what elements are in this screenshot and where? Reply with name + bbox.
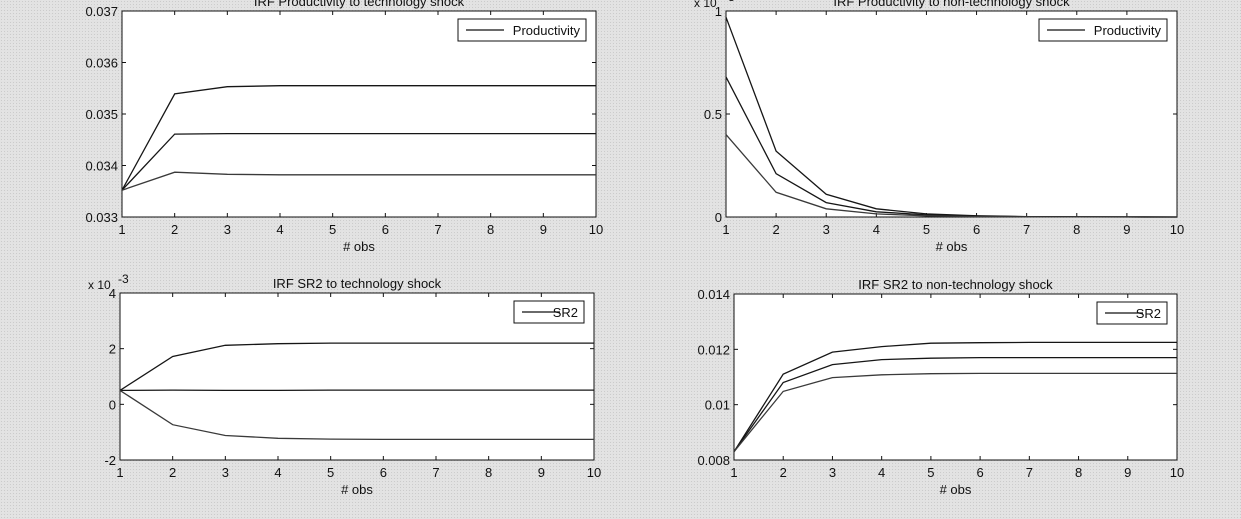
chart-title: IRF SR2 to non-technology shock bbox=[858, 277, 1053, 292]
series-line bbox=[121, 132, 596, 191]
chart-title: IRF Productivity to technology shock bbox=[254, 0, 465, 9]
x-tick-label: 8 bbox=[1075, 465, 1082, 480]
legend: Productivity bbox=[1038, 18, 1168, 42]
legend-label: Productivity bbox=[1094, 23, 1162, 38]
x-tick-label: 1 bbox=[116, 465, 123, 480]
x-tick-label: 7 bbox=[1026, 465, 1033, 480]
chart-panel: IRF Productivity to technology shock 1 2 3 4… bbox=[85, 0, 603, 254]
chart-panel: IRF Productivity to non-technology shock… bbox=[694, 0, 1184, 254]
series-line bbox=[119, 342, 594, 391]
y-tick-label: 0.034 bbox=[85, 159, 118, 174]
y-tick-label: 0.01 bbox=[705, 398, 730, 413]
y-tick-label: 0.036 bbox=[85, 56, 118, 71]
x-tick-label: 8 bbox=[487, 222, 494, 237]
x-tick-label: 2 bbox=[780, 465, 787, 480]
y-tick-label: 1 bbox=[715, 4, 722, 19]
x-tick-label: 10 bbox=[587, 465, 601, 480]
x-tick-label: 5 bbox=[327, 465, 334, 480]
x-tick-label: 5 bbox=[927, 465, 934, 480]
x-tick-label: 6 bbox=[973, 222, 980, 237]
y-exponent-power: -3 bbox=[724, 0, 735, 4]
legend: SR2 bbox=[1096, 301, 1168, 325]
x-tick-label: 3 bbox=[823, 222, 830, 237]
chart-panel: IRF SR2 to technology shock 1 2 3 4 5 6 7 8 9 10 -2… bbox=[88, 272, 601, 497]
series-line bbox=[119, 389, 594, 441]
x-tick-label: 10 bbox=[1170, 465, 1184, 480]
x-tick-label: 5 bbox=[923, 222, 930, 237]
y-tick-label: 4 bbox=[109, 286, 116, 301]
x-tick-label: 7 bbox=[434, 222, 441, 237]
x-tick-label: 2 bbox=[171, 222, 178, 237]
x-tick-label: 4 bbox=[276, 222, 283, 237]
y-tick-label: 0.037 bbox=[85, 4, 118, 19]
x-tick-label: 9 bbox=[1123, 222, 1130, 237]
x-tick-label: 9 bbox=[538, 465, 545, 480]
x-axis-label: # obs bbox=[936, 239, 968, 254]
x-axis-label: # obs bbox=[940, 482, 972, 497]
legend-label: SR2 bbox=[553, 305, 578, 320]
plot-area bbox=[725, 10, 1178, 218]
x-tick-label: 1 bbox=[722, 222, 729, 237]
series-line bbox=[733, 341, 1177, 453]
x-tick-label: 7 bbox=[432, 465, 439, 480]
x-tick-label: 4 bbox=[274, 465, 281, 480]
plot-area bbox=[121, 10, 597, 218]
x-tick-label: 6 bbox=[380, 465, 387, 480]
legend-label: Productivity bbox=[513, 23, 581, 38]
y-tick-label: -2 bbox=[104, 453, 116, 468]
x-tick-label: 5 bbox=[329, 222, 336, 237]
y-tick-label: 0 bbox=[109, 397, 116, 412]
x-tick-label: 3 bbox=[829, 465, 836, 480]
legend-box bbox=[457, 18, 587, 42]
legend-label: SR2 bbox=[1136, 306, 1161, 321]
series-line bbox=[725, 134, 1177, 218]
x-axis-label: # obs bbox=[341, 482, 373, 497]
series-line bbox=[121, 171, 596, 191]
y-tick-label: 2 bbox=[109, 342, 116, 357]
y-tick-label: 0.033 bbox=[85, 210, 118, 225]
x-tick-label: 4 bbox=[873, 222, 880, 237]
x-tick-label: 4 bbox=[878, 465, 885, 480]
series-line bbox=[121, 85, 596, 191]
y-exponent-label: x 10 bbox=[88, 278, 111, 292]
legend-box bbox=[1038, 18, 1168, 42]
y-tick-label: 0.012 bbox=[697, 342, 730, 357]
x-tick-label: 8 bbox=[485, 465, 492, 480]
legend: SR2 bbox=[513, 300, 585, 324]
y-tick-label: 0.014 bbox=[697, 287, 730, 302]
x-tick-label: 10 bbox=[1170, 222, 1184, 237]
y-tick-label: 0.035 bbox=[85, 107, 118, 122]
chart-title: IRF Productivity to non-technology shock bbox=[833, 0, 1070, 9]
x-tick-label: 10 bbox=[589, 222, 603, 237]
x-tick-label: 3 bbox=[222, 465, 229, 480]
x-tick-label: 1 bbox=[118, 222, 125, 237]
legend: Productivity bbox=[457, 18, 587, 42]
x-tick-label: 2 bbox=[169, 465, 176, 480]
chart-title: IRF SR2 to technology shock bbox=[273, 276, 442, 291]
chart-panel: IRF SR2 to non-technology shock 1 2 3 4 5 6 7 8 9… bbox=[697, 277, 1184, 497]
y-exponent-label: x 10 bbox=[694, 0, 717, 10]
y-tick-label: 0 bbox=[715, 210, 722, 225]
x-axis-label: # obs bbox=[343, 239, 375, 254]
x-tick-label: 7 bbox=[1023, 222, 1030, 237]
x-tick-label: 6 bbox=[976, 465, 983, 480]
series-line bbox=[733, 372, 1177, 453]
y-exponent-power: -3 bbox=[118, 272, 129, 286]
x-tick-label: 1 bbox=[730, 465, 737, 480]
y-tick-label: 0.008 bbox=[697, 453, 730, 468]
y-tick-label: 0.5 bbox=[704, 107, 722, 122]
x-tick-label: 3 bbox=[224, 222, 231, 237]
x-tick-label: 9 bbox=[540, 222, 547, 237]
x-tick-label: 6 bbox=[382, 222, 389, 237]
x-tick-label: 9 bbox=[1124, 465, 1131, 480]
x-tick-label: 8 bbox=[1073, 222, 1080, 237]
x-tick-label: 2 bbox=[772, 222, 779, 237]
series-line bbox=[733, 356, 1177, 453]
